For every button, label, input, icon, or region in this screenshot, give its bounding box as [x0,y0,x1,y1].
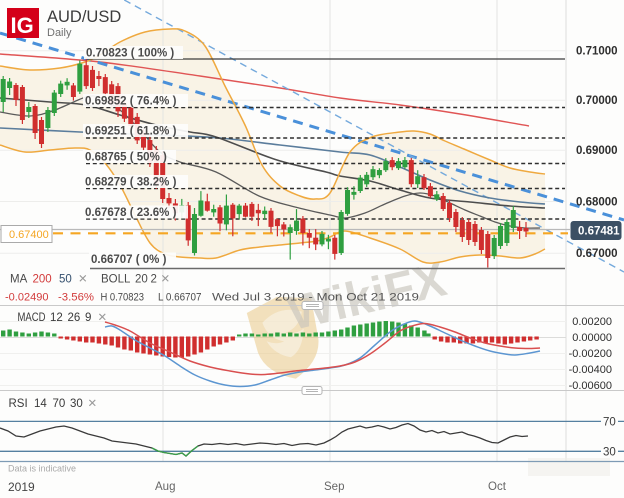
svg-text:9: 9 [85,312,91,324]
svg-text:-0.02490: -0.02490 [5,292,49,304]
svg-text:0.67400: 0.67400 [9,229,49,241]
svg-text:30: 30 [70,398,83,410]
svg-text:0.68000: 0.68000 [576,197,618,209]
svg-text:0.67481: 0.67481 [578,226,620,238]
svg-text:50: 50 [59,274,72,286]
svg-text:✕: ✕ [98,312,108,324]
svg-text:Aug: Aug [155,481,175,493]
svg-text:30: 30 [603,447,616,459]
svg-text:Sep: Sep [324,481,344,493]
svg-text:✕: ✕ [88,398,98,410]
svg-text:✕: ✕ [161,274,171,286]
svg-text:70: 70 [603,417,616,429]
svg-text:0.69852 ( 76.4% ): 0.69852 ( 76.4% ) [85,96,177,108]
svg-text:0.00200: 0.00200 [572,316,612,328]
svg-text:H 0.70823: H 0.70823 [101,292,145,304]
svg-text:-0.00600: -0.00600 [569,380,612,392]
svg-text:0.68279 ( 38.2% ): 0.68279 ( 38.2% ) [85,177,177,189]
svg-text:0.69251 ( 61.8% ): 0.69251 ( 61.8% ) [85,126,177,138]
svg-text:0.69000: 0.69000 [576,145,618,157]
svg-text:0.71000: 0.71000 [576,46,618,58]
svg-text:Data is indicative: Data is indicative [8,464,76,474]
svg-text:-0.00400: -0.00400 [569,364,612,376]
svg-text:12: 12 [50,312,63,324]
svg-text:L 0.66707: L 0.66707 [158,292,202,304]
svg-text:20: 20 [135,274,148,286]
svg-text:AUD/USD: AUD/USD [47,8,121,26]
svg-text:26: 26 [68,312,81,324]
svg-text:Daily: Daily [47,27,72,39]
svg-text:0.70000: 0.70000 [576,95,618,107]
svg-text:BOLL: BOLL [101,274,131,286]
svg-text:0.00000: 0.00000 [572,332,612,344]
svg-text:RSI: RSI [9,398,28,410]
svg-text:MACD: MACD [18,312,46,324]
svg-text:2019: 2019 [8,480,35,494]
svg-text:Wed Jul 3 2019 - Mon Oct 21 20: Wed Jul 3 2019 - Mon Oct 21 2019 [212,292,419,304]
svg-text:0.70823 ( 100% ): 0.70823 ( 100% ) [86,48,174,60]
svg-text:IG: IG [11,13,34,38]
svg-text:200: 200 [33,274,52,286]
svg-text:Oct: Oct [488,481,507,493]
svg-text:70: 70 [53,398,66,410]
svg-text:MA: MA [10,274,28,286]
svg-text:0.66707 ( 0% ): 0.66707 ( 0% ) [91,254,167,266]
svg-text:✕: ✕ [78,274,88,286]
svg-text:0.67000: 0.67000 [576,248,618,260]
svg-text:2: 2 [151,274,157,286]
svg-text:14: 14 [34,398,47,410]
svg-text:-3.56%: -3.56% [58,292,94,304]
svg-text:-0.00200: -0.00200 [569,348,612,360]
svg-text:0.68765 ( 50% ): 0.68765 ( 50% ) [85,152,167,164]
svg-text:0.67678 ( 23.6% ): 0.67678 ( 23.6% ) [85,207,177,219]
